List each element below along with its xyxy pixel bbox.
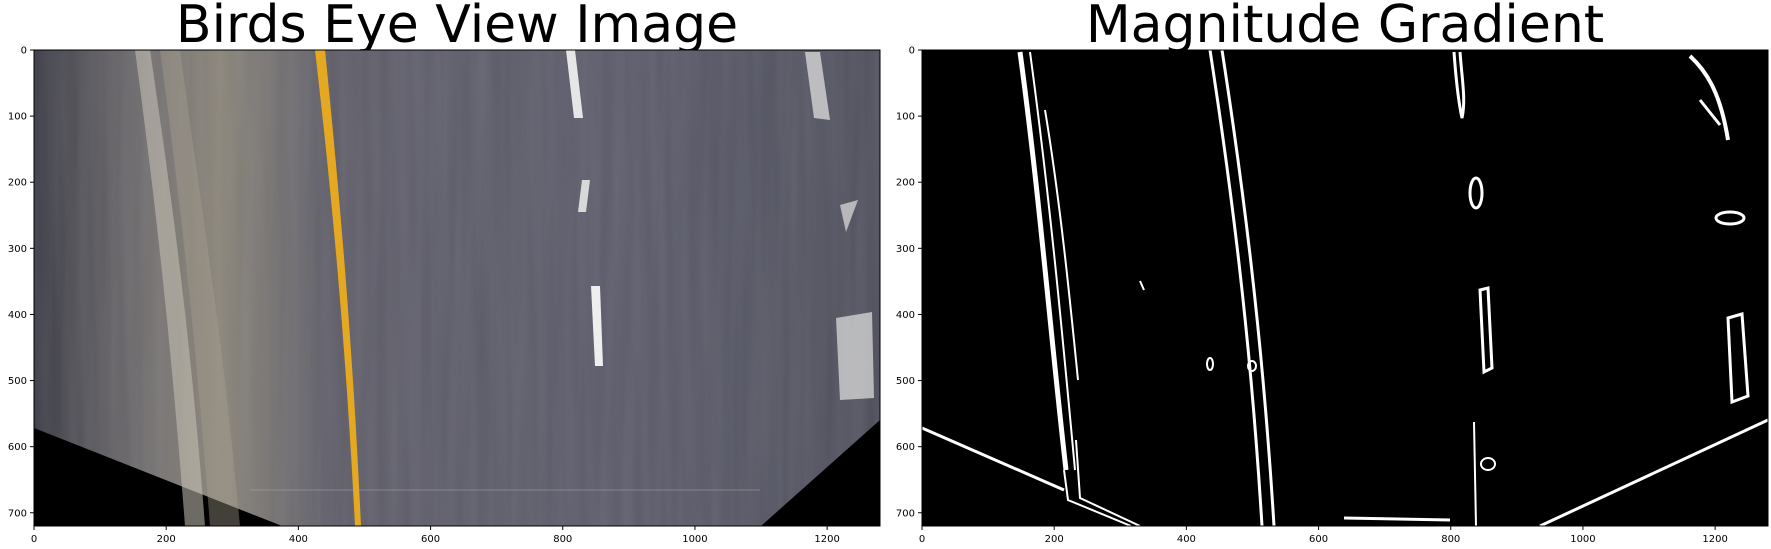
y-tick-label: 300 <box>8 244 27 255</box>
y-tick-label: 300 <box>896 244 915 255</box>
y-tick-label: 600 <box>8 442 27 453</box>
x-tick-label: 1000 <box>1570 534 1595 545</box>
y-tick-label: 0 <box>909 46 915 57</box>
right-panel-title: Magnitude Gradient <box>1085 0 1605 55</box>
y-tick-label: 100 <box>896 112 915 123</box>
y-tick-label: 200 <box>896 178 915 189</box>
x-tick-label: 200 <box>157 534 176 545</box>
y-tick-label: 100 <box>8 112 27 123</box>
x-tick-label: 1200 <box>814 534 839 545</box>
birds-eye-image <box>34 50 880 526</box>
lane-dash <box>578 180 590 212</box>
left-axes: 0 200 400 600 800 1000 1200 0 100 200 300 400 500 600… <box>8 46 881 545</box>
x-tick-label: 0 <box>31 534 37 545</box>
axes-frame <box>33 49 881 527</box>
x-tick-label: 600 <box>421 534 440 545</box>
lane-dash <box>566 50 583 118</box>
x-tick-label: 400 <box>1177 534 1196 545</box>
x-tick-label: 800 <box>553 534 572 545</box>
left-panel-title: Birds Eye View Image <box>175 0 739 55</box>
x-tick-label: 400 <box>289 534 308 545</box>
x-tick-label: 800 <box>1441 534 1460 545</box>
axes-frame <box>921 49 1769 527</box>
y-tick-label: 500 <box>8 376 27 387</box>
x-tick-label: 1000 <box>682 534 707 545</box>
y-tick-label: 0 <box>21 46 27 57</box>
x-tick-label: 1200 <box>1702 534 1727 545</box>
y-tick-label: 400 <box>8 310 27 321</box>
yellow-lane-line <box>315 50 361 526</box>
y-tick-label: 200 <box>8 178 27 189</box>
y-tick-label: 600 <box>896 442 915 453</box>
right-axes: 0 200 400 600 800 1000 1200 0 100 200 300 400 500 600… <box>896 46 1769 545</box>
x-tick-label: 600 <box>1309 534 1328 545</box>
magnitude-gradient-image <box>922 50 1768 526</box>
y-tick-label: 400 <box>896 310 915 321</box>
lane-dash <box>591 286 603 366</box>
x-tick-label: 200 <box>1045 534 1064 545</box>
y-tick-label: 700 <box>896 508 915 519</box>
y-tick-label: 700 <box>8 508 27 519</box>
y-tick-label: 500 <box>896 376 915 387</box>
x-tick-label: 0 <box>919 534 925 545</box>
